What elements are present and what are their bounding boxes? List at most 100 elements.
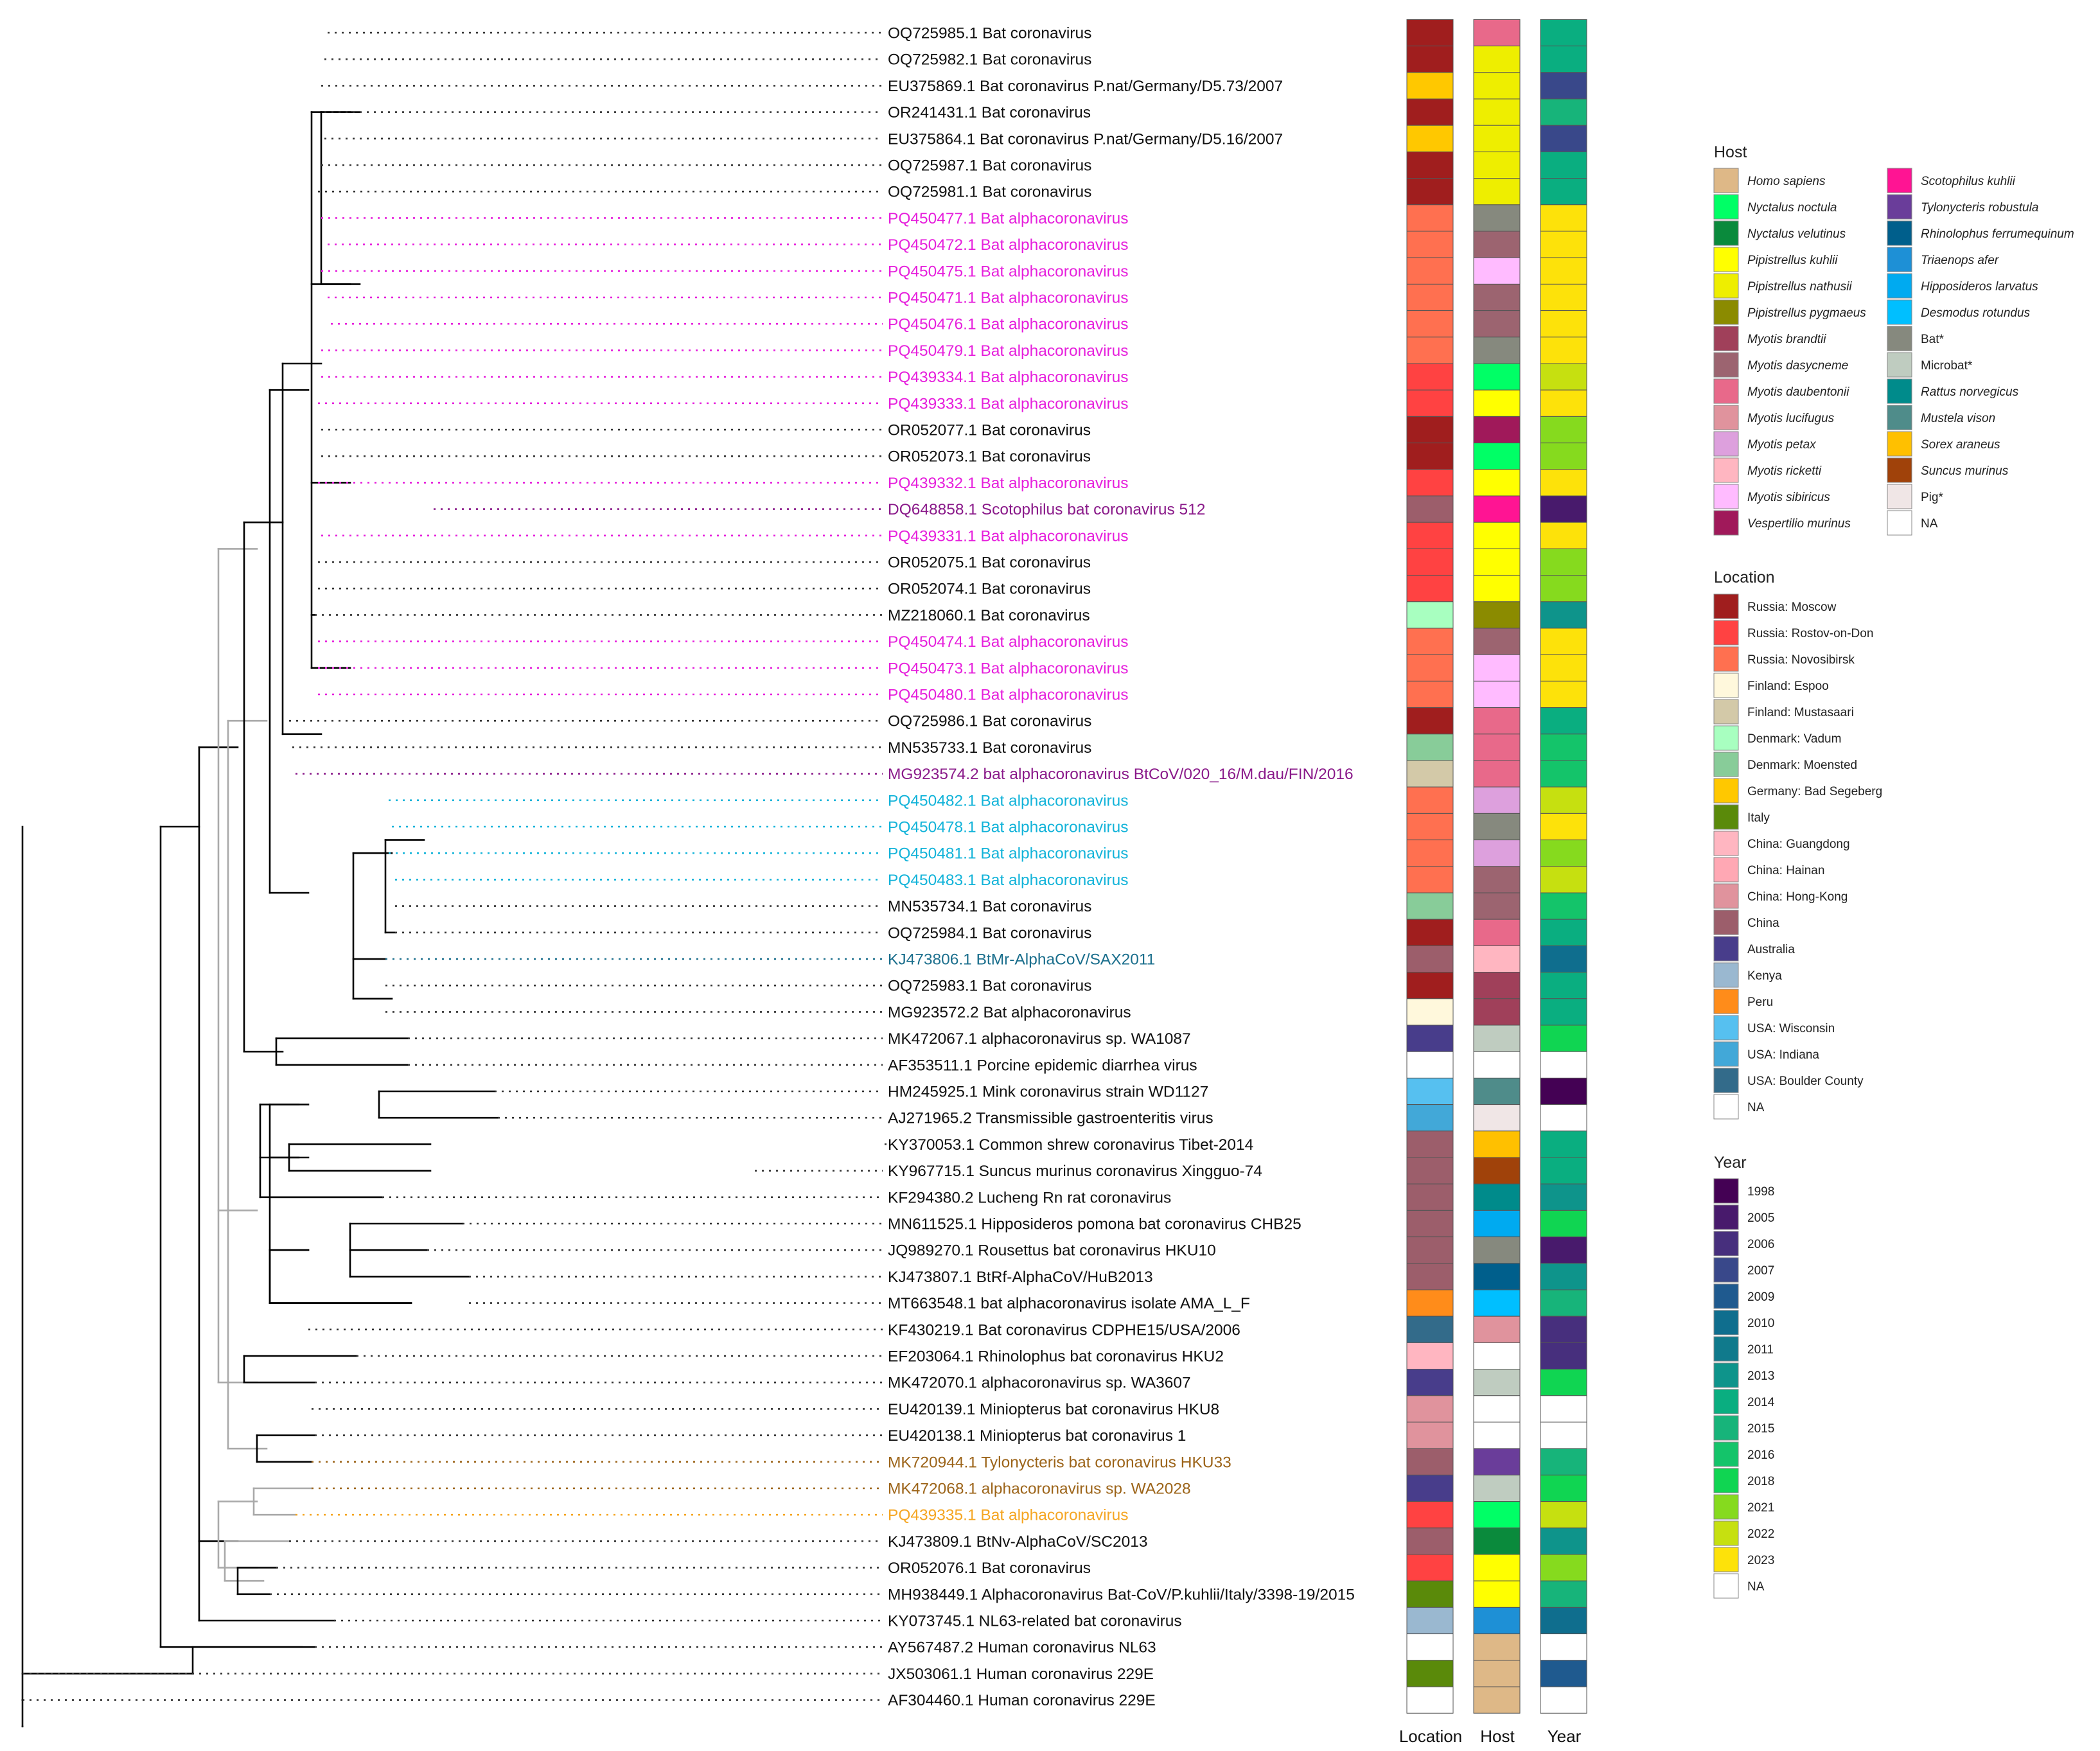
year-legend-swatch xyxy=(1713,1204,1739,1230)
location-cell xyxy=(1406,363,1454,391)
host-cell xyxy=(1473,760,1521,788)
location-legend-label: USA: Boulder County xyxy=(1747,1075,1864,1088)
host-legend-swatch xyxy=(1887,247,1912,272)
location-cell xyxy=(1406,310,1454,338)
tip-label: EU420139.1 Miniopterus bat coronavirus H… xyxy=(888,1401,1219,1418)
location-legend-swatch xyxy=(1713,725,1739,751)
year-legend-swatch xyxy=(1713,1178,1739,1204)
host-legend-label: Myotis petax xyxy=(1747,438,1817,452)
location-legend-label: Denmark: Vadum xyxy=(1747,732,1841,746)
location-cell xyxy=(1406,1131,1454,1158)
year-legend-swatch xyxy=(1713,1362,1739,1388)
location-cell xyxy=(1406,1369,1454,1396)
location-legend-swatch xyxy=(1713,989,1739,1014)
year-cell xyxy=(1540,1448,1587,1475)
year-cell xyxy=(1540,98,1587,126)
year-cell xyxy=(1540,1369,1587,1396)
host-legend-swatch xyxy=(1887,457,1912,483)
host-legend-swatch xyxy=(1887,168,1912,193)
year-legend-swatch xyxy=(1713,1468,1739,1493)
host-cell xyxy=(1473,72,1521,100)
tip-label: AY567487.2 Human coronavirus NL63 xyxy=(888,1639,1156,1657)
tip-label: KY967715.1 Suncus murinus coronavirus Xi… xyxy=(888,1163,1262,1180)
tip-label: MN535734.1 Bat coronavirus xyxy=(888,898,1091,915)
year-cell xyxy=(1540,204,1587,232)
year-legend-label: 2009 xyxy=(1747,1290,1774,1304)
host-legend-swatch xyxy=(1713,405,1739,430)
location-legend-label: Kenya xyxy=(1747,969,1782,983)
location-cell xyxy=(1406,1527,1454,1555)
host-cell xyxy=(1473,1236,1521,1264)
host-legend-swatch xyxy=(1713,273,1739,299)
host-cell xyxy=(1473,1606,1521,1635)
year-cell xyxy=(1540,46,1587,73)
host-legend-swatch xyxy=(1887,273,1912,299)
location-cell xyxy=(1406,1183,1454,1211)
year-legend-swatch xyxy=(1713,1520,1739,1546)
tip-label: KJ473809.1 BtNv-AlphaCoV/SC2013 xyxy=(888,1533,1148,1551)
year-legend-label: 2014 xyxy=(1747,1396,1775,1409)
location-legend-swatch xyxy=(1713,1041,1739,1067)
year-column-caption: Year xyxy=(1548,1727,1582,1746)
host-cell xyxy=(1473,1342,1521,1370)
year-cell xyxy=(1540,1342,1587,1370)
host-legend-label: Mustela vison xyxy=(1921,412,1995,425)
location-cell xyxy=(1406,389,1454,417)
location-cell xyxy=(1406,1315,1454,1343)
location-legend-label: USA: Wisconsin xyxy=(1747,1022,1835,1035)
host-legend-label: Homo sapiens xyxy=(1747,175,1826,188)
year-cell xyxy=(1540,443,1587,470)
year-legend-label: 2007 xyxy=(1747,1264,1774,1278)
tip-label: PQ450478.1 Bat alphacoronavirus xyxy=(888,819,1129,836)
tip-label: AJ271965.2 Transmissible gastroenteritis… xyxy=(888,1110,1213,1127)
host-cell xyxy=(1473,1157,1521,1184)
location-cell xyxy=(1406,1157,1454,1184)
tip-label: KJ473806.1 BtMr-AlphaCoV/SAX2011 xyxy=(888,951,1155,969)
location-legend-label: Denmark: Moensted xyxy=(1747,759,1857,772)
year-cell xyxy=(1540,866,1587,893)
year-legend-label: 2021 xyxy=(1747,1501,1774,1515)
location-legend-swatch xyxy=(1713,857,1739,883)
host-legend-swatch xyxy=(1713,247,1739,272)
location-cell xyxy=(1406,813,1454,841)
tip-label: MZ218060.1 Bat coronavirus xyxy=(888,607,1090,624)
host-cell xyxy=(1473,283,1521,312)
host-cell xyxy=(1473,1131,1521,1158)
location-cell xyxy=(1406,522,1454,549)
location-cell xyxy=(1406,919,1454,946)
host-legend-swatch xyxy=(1887,484,1912,509)
location-cell xyxy=(1406,125,1454,152)
tip-label: OQ725982.1 Bat coronavirus xyxy=(888,51,1091,69)
year-cell xyxy=(1540,734,1587,761)
location-cell xyxy=(1406,1580,1454,1608)
host-cell xyxy=(1473,1210,1521,1238)
host-cell xyxy=(1473,601,1521,629)
host-legend-swatch xyxy=(1713,194,1739,220)
year-cell xyxy=(1540,1051,1587,1078)
location-legend-label: China xyxy=(1747,917,1779,930)
location-cell xyxy=(1406,945,1454,973)
year-cell xyxy=(1540,1077,1587,1105)
location-cell xyxy=(1406,1686,1454,1714)
tip-label: OQ725984.1 Bat coronavirus xyxy=(888,924,1091,942)
tip-leader-lines xyxy=(22,31,887,1701)
location-legend-swatch xyxy=(1713,831,1739,856)
location-cell xyxy=(1406,19,1454,47)
location-legend-label: Russia: Rostov-on-Don xyxy=(1747,627,1873,640)
host-cell xyxy=(1473,628,1521,655)
year-cell xyxy=(1540,1315,1587,1343)
host-cell xyxy=(1473,1077,1521,1105)
host-cell xyxy=(1473,1660,1521,1687)
host-cell xyxy=(1473,1051,1521,1078)
host-cell xyxy=(1473,945,1521,973)
tip-label: OR052075.1 Bat coronavirus xyxy=(888,554,1091,572)
heatmap-column-captions: Location Host Year xyxy=(1399,1727,1582,1746)
location-cell xyxy=(1406,1606,1454,1635)
location-cell xyxy=(1406,734,1454,761)
host-legend-swatch xyxy=(1887,378,1912,404)
host-legend-swatch xyxy=(1887,405,1912,430)
host-cell xyxy=(1473,1633,1521,1661)
year-cell xyxy=(1540,840,1587,867)
year-cell xyxy=(1540,495,1587,523)
